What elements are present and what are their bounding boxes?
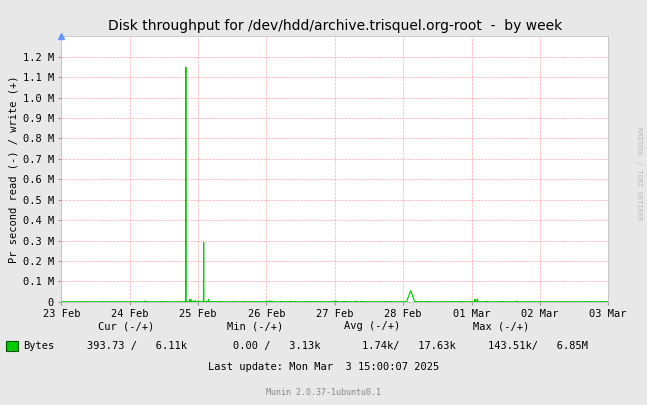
Text: Bytes: Bytes: [23, 341, 54, 351]
Text: Avg (-/+): Avg (-/+): [344, 321, 400, 331]
Y-axis label: Pr second read (-) / write (+): Pr second read (-) / write (+): [8, 75, 18, 263]
Text: Cur (-/+): Cur (-/+): [98, 321, 154, 331]
Text: Munin 2.0.37-1ubuntu0.1: Munin 2.0.37-1ubuntu0.1: [266, 388, 381, 397]
Text: 393.73 /   6.11k: 393.73 / 6.11k: [87, 341, 188, 351]
Title: Disk throughput for /dev/hdd/archive.trisquel.org-root  -  by week: Disk throughput for /dev/hdd/archive.tri…: [107, 19, 562, 32]
Text: Max (-/+): Max (-/+): [474, 321, 529, 331]
Text: 143.51k/   6.85M: 143.51k/ 6.85M: [488, 341, 589, 351]
Text: Last update: Mon Mar  3 15:00:07 2025: Last update: Mon Mar 3 15:00:07 2025: [208, 362, 439, 371]
Text: Min (-/+): Min (-/+): [228, 321, 283, 331]
Text: 0.00 /   3.13k: 0.00 / 3.13k: [233, 341, 320, 351]
Text: RRDTOOL / TOBI OETIKER: RRDTOOL / TOBI OETIKER: [637, 128, 642, 221]
Text: 1.74k/   17.63k: 1.74k/ 17.63k: [362, 341, 456, 351]
